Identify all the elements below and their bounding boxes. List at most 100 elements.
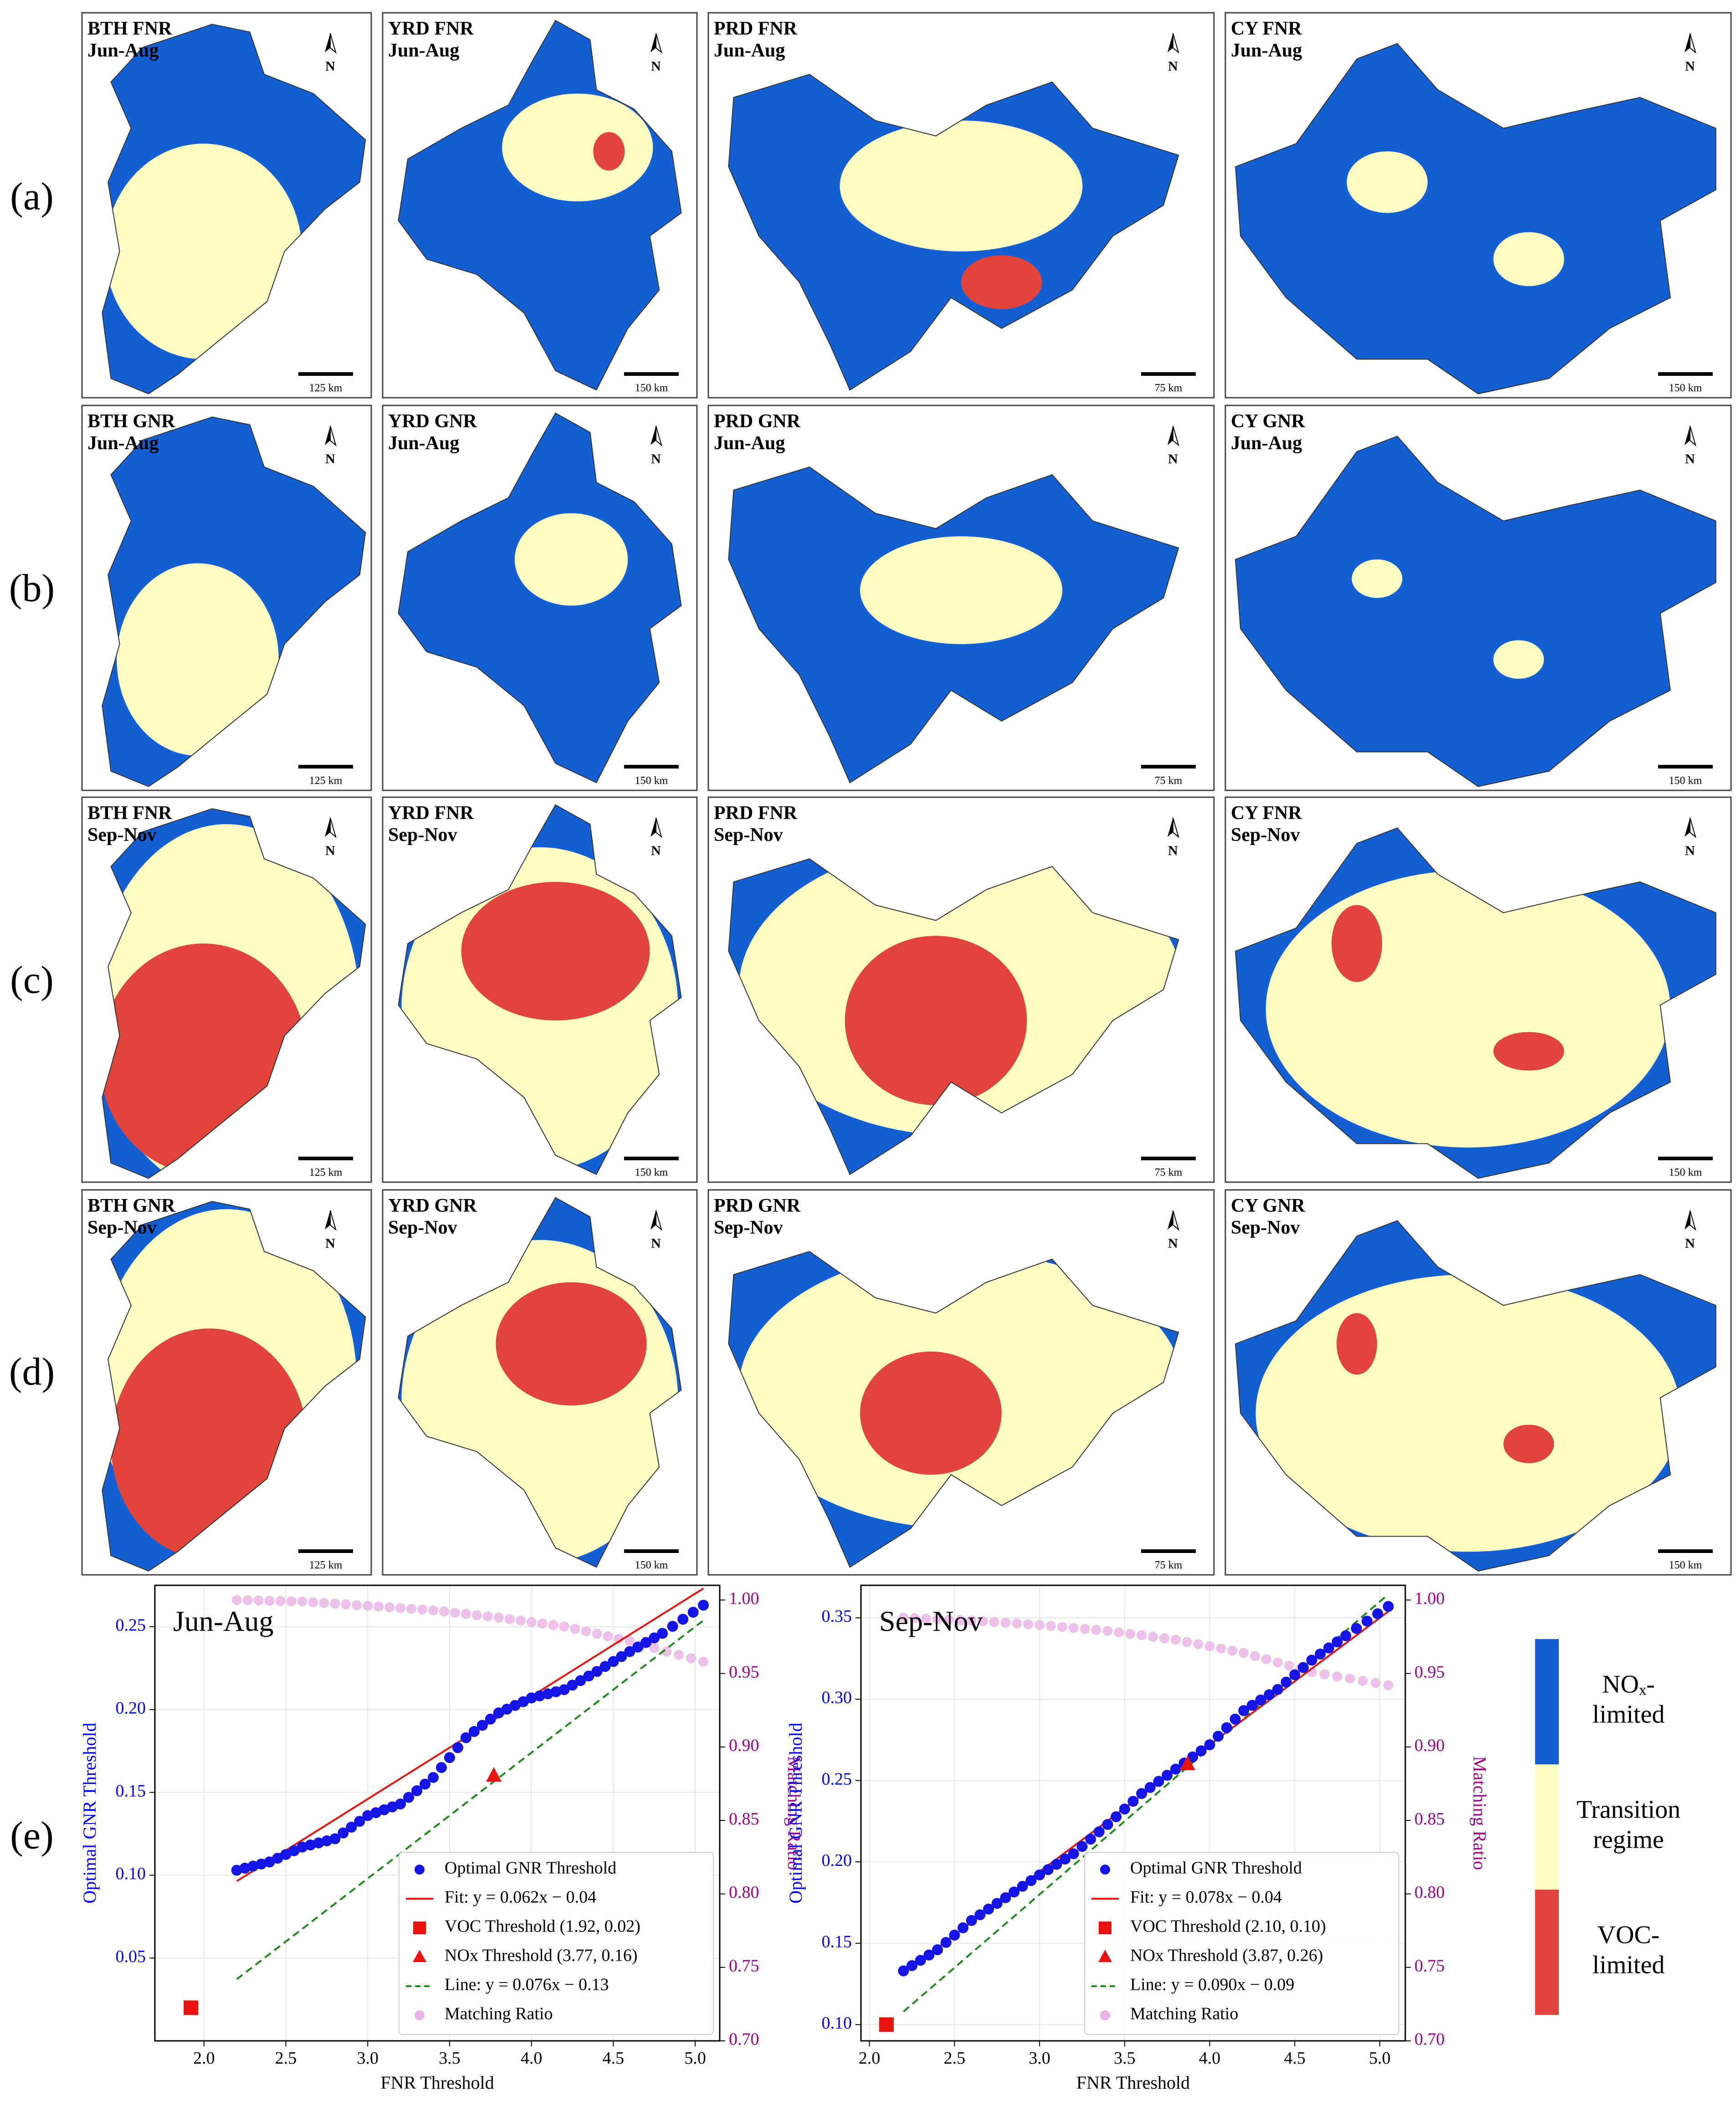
legend-label: Fit: y = 0.062x − 0.04 [445, 1888, 596, 1907]
legend-label: NOx Threshold (3.87, 0.26) [1130, 1946, 1323, 1965]
regime-label: limited [1593, 1700, 1665, 1728]
panel-season: Sep-Nov [1231, 825, 1300, 846]
optimal-point [517, 1696, 529, 1707]
optimal-point [1340, 1630, 1352, 1641]
optimal-point [256, 1858, 267, 1870]
optimal-point [1068, 1848, 1079, 1860]
optimal-point [1144, 1782, 1156, 1793]
panel-season: Jun-Aug [1231, 433, 1302, 454]
panel-season: Sep-Nov [388, 825, 457, 846]
optimal-point [575, 1675, 586, 1686]
ratio-point [330, 1599, 340, 1609]
voc-threshold-marker [879, 2017, 894, 2032]
north-arrow-left [1685, 1210, 1690, 1230]
optimal-point [657, 1628, 668, 1639]
panel-title: CY GNR [1231, 411, 1306, 432]
north-arrow-right [655, 817, 662, 838]
optimal-point [1034, 1869, 1045, 1881]
north-arrow-left [1685, 426, 1690, 445]
ratio-point [548, 1620, 558, 1630]
transition-area [514, 513, 628, 606]
chart-legend: Optimal GNR Threshold Fit: y = 0.078x − 0… [1084, 1852, 1399, 2035]
panel-season: Jun-Aug [87, 40, 159, 61]
row-label: (b) [9, 566, 55, 610]
optimal-point [1306, 1655, 1317, 1666]
legend-marker-optimal [1100, 1865, 1110, 1875]
optimal-point [435, 1762, 447, 1773]
north-arrow-icon: N [650, 425, 662, 466]
legend-marker-nox [1098, 1950, 1112, 1962]
optimal-point [567, 1680, 578, 1691]
north-arrow-right [1690, 817, 1696, 838]
legend-marker-nox [413, 1950, 426, 1962]
region-outline [398, 412, 682, 784]
optimal-point [1025, 1875, 1037, 1886]
optimal-point [1331, 1636, 1343, 1648]
optimal-point [468, 1726, 480, 1737]
ratio-point [1159, 1633, 1169, 1644]
ratio-point [461, 1609, 471, 1619]
optimal-point [1315, 1648, 1326, 1660]
optimal-point [591, 1666, 603, 1677]
optimal-point [1204, 1739, 1215, 1750]
y-axis-label: Optimal GNR Threshold [785, 1722, 806, 1903]
optimal-point [329, 1833, 341, 1845]
axes-frame [860, 1584, 1406, 2042]
ratio-point [264, 1595, 275, 1606]
ratio-point [614, 1634, 624, 1644]
ratio-point [649, 1643, 660, 1653]
reference-line [236, 1619, 704, 1980]
y-tick-label: 0.20 [116, 1698, 146, 1717]
panel-title: BTH GNR [87, 411, 175, 432]
optimal-point [264, 1856, 275, 1868]
north-arrow-icon: N [1685, 33, 1696, 74]
north-arrow-icon: N [325, 1210, 337, 1251]
optimal-point [550, 1686, 562, 1697]
voc-limited-area [845, 936, 1027, 1106]
transition-area [1493, 232, 1564, 286]
region-outline [102, 24, 366, 395]
y-tick-label: 0.10 [822, 2014, 852, 2033]
optimal-point [624, 1646, 635, 1657]
panel-title: PRD GNR [714, 411, 801, 432]
ratio-point [1182, 1637, 1192, 1647]
region-outline [102, 1201, 366, 1572]
optimal-point [698, 1599, 709, 1611]
north-label: N [1685, 451, 1695, 466]
legend-marker-optimal [415, 1865, 425, 1875]
y2-tick-label: 0.90 [729, 1736, 759, 1755]
voc-limited-area [1503, 1425, 1554, 1463]
legend-label: Line: y = 0.076x − 0.13 [445, 1975, 609, 1994]
optimal-point [915, 1955, 926, 1966]
y2-tick-label: 0.75 [1414, 1956, 1445, 1975]
x-tick-label: 3.0 [1029, 2049, 1050, 2068]
ratio-point [1239, 1648, 1249, 1658]
optimal-point [649, 1632, 660, 1644]
x-tick-label: 3.5 [1114, 2049, 1136, 2068]
y2-tick-label: 0.75 [729, 1956, 759, 1975]
legend-box [1084, 1852, 1399, 2035]
scale-label: 125 km [309, 1167, 343, 1179]
optimal-point [687, 1607, 699, 1618]
north-arrow-icon: N [325, 425, 337, 466]
regime-label: Transition [1577, 1795, 1680, 1824]
ratio-point [921, 1614, 932, 1624]
scale-label: 75 km [1155, 775, 1183, 787]
y2-tick-label: 0.70 [729, 2030, 759, 2049]
legend-label: Line: y = 0.090x − 0.09 [1130, 1975, 1295, 1994]
transition-area [1347, 151, 1428, 213]
north-arrow-left [650, 818, 656, 837]
voc-limited-area [860, 1351, 1002, 1475]
optimal-point [1085, 1834, 1096, 1845]
region-outline [1235, 827, 1716, 1179]
ratio-point [603, 1631, 613, 1641]
x-tick-label: 2.5 [944, 2049, 966, 2068]
legend-marker-ratio [415, 2010, 425, 2020]
north-arrow-right [1690, 1210, 1696, 1231]
ratio-point [581, 1626, 591, 1637]
transition-area [1352, 559, 1403, 598]
scale-label: 75 km [1155, 382, 1183, 394]
north-arrow-icon: N [650, 817, 662, 858]
